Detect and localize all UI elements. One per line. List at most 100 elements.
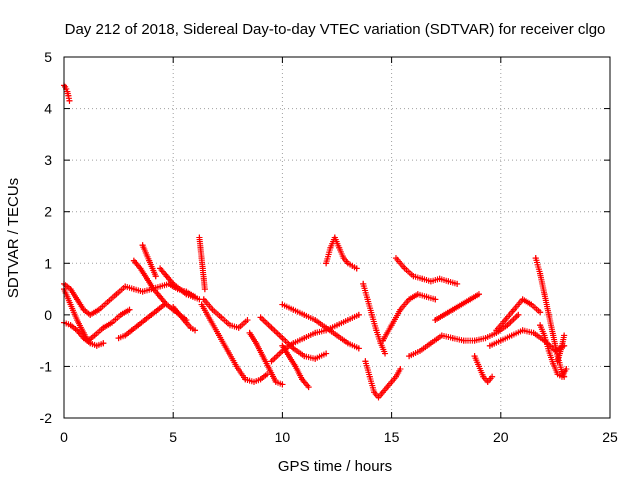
data-point — [397, 306, 404, 313]
data-point — [216, 332, 223, 339]
data-point — [379, 389, 386, 396]
data-point — [279, 347, 286, 354]
data-point — [497, 337, 504, 344]
data-point — [192, 327, 199, 334]
data-point — [445, 278, 452, 285]
series-arc28 — [532, 255, 568, 380]
data-point — [268, 324, 275, 331]
x-tick-label: 25 — [602, 429, 618, 445]
data-point — [130, 257, 137, 264]
y-tick-label: 2 — [44, 204, 52, 220]
data-point — [460, 337, 467, 344]
data-point — [200, 296, 207, 303]
data-point — [143, 275, 150, 282]
data-point — [178, 314, 185, 321]
data-point — [74, 296, 81, 303]
data-point — [189, 293, 196, 300]
data-point — [449, 335, 456, 342]
data-point — [157, 293, 164, 300]
y-tick-label: -1 — [40, 358, 53, 374]
data-marks — [61, 82, 570, 401]
data-point — [541, 332, 548, 339]
data-point — [482, 335, 489, 342]
data-point — [149, 265, 156, 272]
data-point — [312, 329, 319, 336]
data-point — [100, 340, 107, 347]
data-point — [65, 92, 72, 99]
series-arc29 — [537, 322, 570, 380]
data-point — [355, 345, 362, 352]
data-point — [410, 273, 417, 280]
data-point — [170, 280, 177, 287]
data-point — [384, 384, 391, 391]
y-tick-label: 3 — [44, 152, 52, 168]
data-point — [467, 296, 474, 303]
data-point — [334, 322, 340, 329]
data-point — [163, 301, 170, 308]
data-point — [176, 286, 183, 293]
data-point — [371, 389, 378, 396]
data-point — [532, 255, 539, 262]
data-point — [152, 273, 159, 280]
data-point — [406, 296, 413, 303]
data-point — [471, 337, 478, 344]
data-point — [253, 340, 260, 347]
data-point — [67, 286, 74, 293]
data-point — [290, 345, 297, 352]
data-point — [109, 319, 116, 326]
data-point — [100, 324, 107, 331]
data-point — [375, 394, 382, 401]
data-point — [257, 376, 264, 383]
data-point — [285, 353, 292, 360]
data-point — [541, 291, 548, 298]
data-point — [115, 335, 122, 342]
data-point — [157, 283, 164, 290]
data-point — [519, 327, 526, 334]
series-arc9 — [170, 304, 199, 334]
data-point — [563, 366, 570, 373]
data-point — [432, 317, 439, 324]
data-point — [336, 244, 343, 251]
data-point — [135, 322, 142, 329]
series-arc16 — [268, 311, 362, 365]
data-point — [87, 311, 94, 318]
data-point — [93, 342, 100, 349]
data-point — [515, 311, 522, 318]
data-point — [66, 97, 73, 104]
data-point — [530, 329, 537, 336]
data-point — [561, 332, 568, 339]
data-point — [334, 332, 340, 339]
series-arc24 — [432, 291, 482, 324]
data-point — [292, 363, 299, 370]
series-arc15 — [279, 342, 312, 391]
data-point — [139, 288, 146, 295]
data-point — [454, 280, 461, 287]
data-point — [349, 262, 356, 269]
data-point — [148, 311, 155, 318]
data-point — [91, 332, 98, 339]
data-point — [233, 363, 240, 370]
data-point — [251, 378, 258, 385]
data-point — [130, 286, 137, 293]
series-arc12 — [198, 301, 271, 385]
data-point — [139, 242, 146, 249]
chart-title: Day 212 of 2018, Sidereal Day-to-day VTE… — [65, 21, 606, 38]
data-point — [388, 378, 395, 385]
data-point — [432, 296, 439, 303]
series-arc13 — [246, 329, 286, 388]
y-tick-label: 4 — [44, 101, 52, 117]
data-point — [257, 314, 264, 321]
data-point — [344, 340, 351, 347]
x-tick-label: 0 — [60, 429, 68, 445]
y-axis-label: SDTVAR / TECUs — [5, 178, 22, 298]
data-point — [510, 306, 517, 313]
data-point — [290, 340, 297, 347]
data-point — [301, 353, 308, 360]
data-point — [128, 327, 135, 334]
data-point — [519, 296, 526, 303]
series-arc10 — [196, 234, 208, 293]
data-point — [419, 275, 426, 282]
data-point — [528, 301, 535, 308]
data-point — [504, 322, 511, 329]
data-point — [80, 306, 87, 313]
